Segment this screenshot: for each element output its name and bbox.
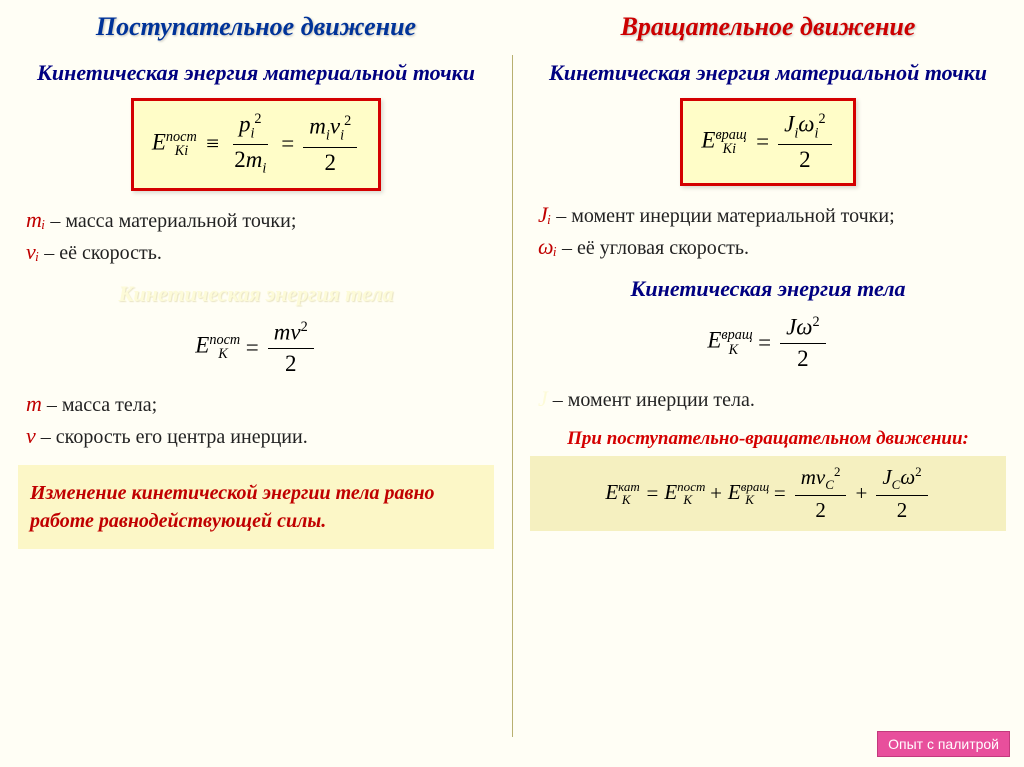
sym-j: J bbox=[538, 386, 548, 411]
def-j-text: – момент инерции тела. bbox=[548, 389, 755, 411]
def-mi-text: – масса материальной точки; bbox=[45, 210, 296, 232]
left-defs1: mᵢ – масса материальной точки; vᵢ – её с… bbox=[18, 207, 494, 265]
def-ji-text: – момент инерции материальной точки; bbox=[551, 205, 894, 227]
left-defs2: m – масса тела; v – скорость его центра … bbox=[18, 391, 494, 449]
left-sec1-title: Кинетическая энергия материальной точки bbox=[18, 60, 494, 86]
sym-mi: mᵢ bbox=[26, 207, 45, 232]
right-formula1: EвращKi = Jiωi22 bbox=[701, 111, 834, 173]
right-defs1: Jᵢ – момент инерции материальной точки; … bbox=[530, 202, 1006, 260]
sym-vi: vᵢ bbox=[26, 239, 39, 264]
sym-ji: Jᵢ bbox=[538, 202, 551, 227]
def-m-text: – масса тела; bbox=[42, 394, 157, 416]
right-sec2-title: Кинетическая энергия тела bbox=[530, 276, 1006, 302]
def-v-text: – скорость его центра инерции. bbox=[36, 426, 308, 448]
right-sec1-title: Кинетическая энергия материальной точки bbox=[530, 60, 1006, 86]
def-vi-text: – её скорость. bbox=[39, 242, 162, 264]
right-column: Вращательное движение Кинетическая энерг… bbox=[512, 0, 1024, 767]
left-formula1: EпостKi ≡ pi22mi = mivi22 bbox=[152, 111, 360, 178]
left-formula1-box: EпостKi ≡ pi22mi = mivi22 bbox=[131, 98, 381, 191]
left-note: Изменение кинетической энергии тела равн… bbox=[18, 465, 494, 549]
right-title: Вращательное движение bbox=[530, 12, 1006, 42]
right-formula1-box: EвращKi = Jiωi22 bbox=[680, 98, 855, 186]
right-defs2: J – момент инерции тела. bbox=[530, 386, 1006, 412]
left-column: Поступательное движение Кинетическая эне… bbox=[0, 0, 512, 767]
left-title: Поступательное движение bbox=[18, 12, 494, 42]
right-note2: При поступательно-вращательном движении: bbox=[530, 428, 1006, 450]
palette-badge[interactable]: Опыт с палитрой bbox=[877, 731, 1010, 757]
left-formula2: EпостK = mv22 bbox=[18, 319, 494, 377]
sym-v: v bbox=[26, 423, 36, 448]
def-wi-text: – её угловая скорость. bbox=[557, 237, 749, 259]
right-formula2: EвращK = Jω22 bbox=[530, 314, 1006, 372]
right-formula3: EкатK = EпостK + EвращK = mvC22 + JCω22 bbox=[530, 456, 1006, 531]
sym-m: m bbox=[26, 391, 42, 416]
sym-wi: ωᵢ bbox=[538, 234, 557, 259]
left-sec2-title: Кинетическая энергия тела bbox=[18, 281, 494, 307]
